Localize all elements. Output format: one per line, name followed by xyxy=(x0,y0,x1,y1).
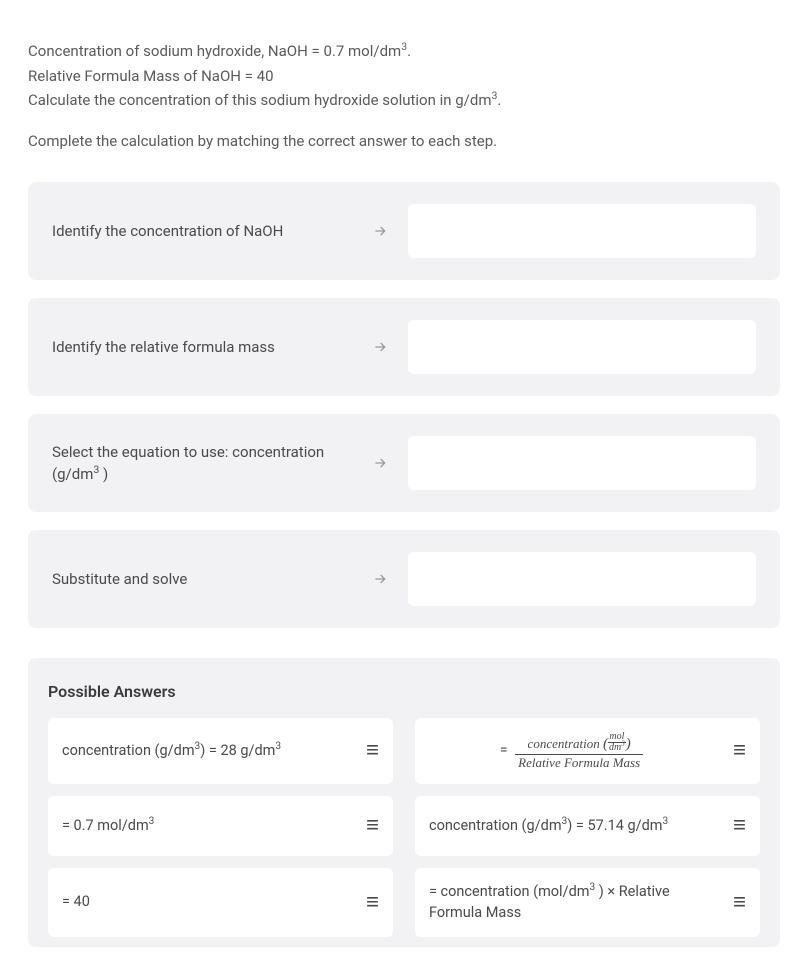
text: ) xyxy=(626,736,631,752)
step-label: Identify the relative formula mass xyxy=(52,336,352,359)
text: = concentration (mol/dm xyxy=(429,883,589,900)
drag-handle-icon[interactable]: ≡ xyxy=(357,740,379,762)
equals-sign: = xyxy=(500,741,508,761)
superscript: 3 xyxy=(662,816,668,827)
step-row-4: Substitute and solve xyxy=(28,530,780,628)
text: = 0.7 mol/dm xyxy=(62,817,149,834)
arrow-right-icon xyxy=(370,221,390,241)
instruction-text: Complete the calculation by matching the… xyxy=(28,130,780,153)
numerator: concentration (moldm3) xyxy=(515,732,643,755)
text: concentration xyxy=(528,736,600,751)
superscript: 3 xyxy=(149,816,155,827)
drop-target-1[interactable] xyxy=(408,204,756,258)
answer-card-28[interactable]: concentration (g/dm3) = 28 g/dm3 ≡ xyxy=(48,718,393,784)
question-line-1: Concentration of sodium hydroxide, NaOH … xyxy=(28,40,780,63)
answer-card-57-14[interactable]: concentration (g/dm3) = 57.14 g/dm3 ≡ xyxy=(415,796,760,856)
drag-handle-icon[interactable]: ≡ xyxy=(724,815,746,837)
drop-target-2[interactable] xyxy=(408,320,756,374)
arrow-right-icon xyxy=(370,569,390,589)
drag-handle-icon[interactable]: ≡ xyxy=(724,892,746,914)
answer-content: = concentration (mol/dm3 ) × Relative Fo… xyxy=(429,882,724,923)
text: dm xyxy=(609,742,621,753)
question-text: Concentration of sodium hydroxide, NaOH … xyxy=(28,40,780,112)
drag-handle-icon[interactable]: ≡ xyxy=(357,892,379,914)
question-line-3: Calculate the concentration of this sodi… xyxy=(28,89,780,112)
step-label: Select the equation to use: concentratio… xyxy=(52,441,352,486)
text: Concentration of sodium hydroxide, NaOH … xyxy=(28,42,401,60)
answer-content: concentration (g/dm3) = 57.14 g/dm3 xyxy=(429,816,724,836)
arrow-right-icon xyxy=(370,453,390,473)
text: . xyxy=(497,91,501,109)
superscript: 3 xyxy=(275,741,281,752)
drop-target-3[interactable] xyxy=(408,436,756,490)
denominator: Relative Formula Mass xyxy=(515,755,643,770)
answers-grid: concentration (g/dm3) = 28 g/dm3 ≡ = con… xyxy=(48,718,760,937)
step-row-3: Select the equation to use: concentratio… xyxy=(28,414,780,512)
step-row-2: Identify the relative formula mass xyxy=(28,298,780,396)
text: . xyxy=(407,42,411,60)
text: concentration (g/dm xyxy=(429,817,562,834)
text: ) xyxy=(99,465,108,483)
superscript: 3 xyxy=(621,740,625,748)
text: ) = 57.14 g/dm xyxy=(567,817,662,834)
step-label: Identify the concentration of NaOH xyxy=(52,220,352,243)
step-row-1: Identify the concentration of NaOH xyxy=(28,182,780,280)
possible-answers-title: Possible Answers xyxy=(48,680,760,704)
drop-target-4[interactable] xyxy=(408,552,756,606)
text: Calculate the concentration of this sodi… xyxy=(28,91,491,109)
possible-answers-panel: Possible Answers concentration (g/dm3) =… xyxy=(28,658,780,947)
unit-fraction: moldm3 xyxy=(608,732,626,753)
drag-handle-icon[interactable]: ≡ xyxy=(724,740,746,762)
answer-content: = 40 xyxy=(62,892,357,912)
answer-card-0-7[interactable]: = 0.7 mol/dm3 ≡ xyxy=(48,796,393,856)
answer-card-multiply-equation[interactable]: = concentration (mol/dm3 ) × Relative Fo… xyxy=(415,868,760,937)
arrow-right-icon xyxy=(370,337,390,357)
answer-content: = 0.7 mol/dm3 xyxy=(62,816,357,836)
text: ) = 28 g/dm xyxy=(200,742,275,759)
step-label: Substitute and solve xyxy=(52,568,352,591)
question-line-2: Relative Formula Mass of NaOH = 40 xyxy=(28,65,780,88)
answer-card-40[interactable]: = 40 ≡ xyxy=(48,868,393,937)
text: dm3 xyxy=(608,743,626,753)
answer-card-fraction-equation[interactable]: = concentration (moldm3) Relative Formul… xyxy=(415,718,760,784)
fraction: concentration (moldm3) Relative Formula … xyxy=(515,732,643,770)
drag-handle-icon[interactable]: ≡ xyxy=(357,815,379,837)
text: concentration (g/dm xyxy=(62,742,195,759)
answer-content: concentration (g/dm3) = 28 g/dm3 xyxy=(62,741,357,761)
answer-content: = concentration (moldm3) Relative Formul… xyxy=(429,732,724,770)
